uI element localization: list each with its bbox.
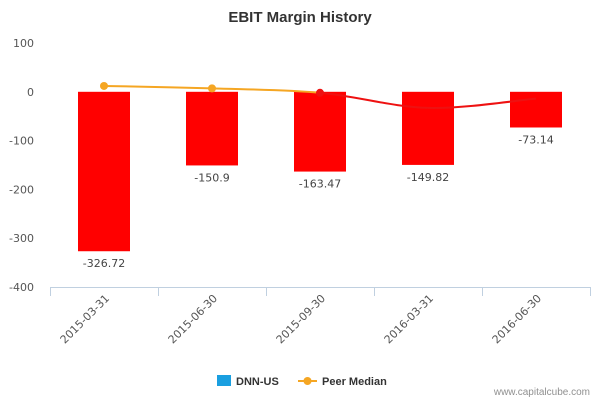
bar — [294, 91, 346, 172]
x-tick-label: 2015-09-30 — [274, 292, 328, 346]
peer-median-line-segment — [427, 97, 537, 109]
legend-item-dnn-us[interactable]: DNN-US — [217, 375, 279, 388]
bar — [78, 91, 130, 252]
bar — [510, 91, 562, 128]
data-label: -150.9 — [194, 171, 229, 184]
credit-text: www.capitalcube.com — [493, 387, 590, 398]
x-axis: 2015-03-31 2015-06-30 2015-09-30 2016-03-31… — [50, 287, 591, 346]
peer-median-point — [100, 81, 108, 90]
y-tick-label: -400 — [9, 281, 34, 294]
data-label: -73.14 — [518, 133, 553, 146]
y-tick-label: 0 — [27, 86, 34, 99]
chart-title: EBIT Margin History — [228, 9, 372, 26]
data-label: -326.72 — [83, 257, 125, 270]
peer-median-line-segment — [319, 91, 429, 109]
peer-median-line-segment — [211, 87, 321, 94]
y-axis-tick-labels: 100 0 -100 -200 -300 -400 — [9, 37, 34, 294]
bar — [402, 91, 454, 165]
bar — [186, 91, 238, 166]
peer-median-point — [316, 88, 324, 97]
data-label: -149.82 — [407, 171, 449, 184]
x-tick-label: 2015-06-30 — [166, 292, 220, 346]
y-tick-label: -200 — [9, 183, 34, 196]
legend-swatch-dnn-us — [217, 375, 231, 386]
data-label: -163.47 — [299, 178, 341, 191]
legend-label-peer-median: Peer Median — [322, 376, 387, 388]
x-tick-label: 2016-03-31 — [382, 292, 436, 346]
peer-median-series — [100, 81, 537, 109]
legend-swatch-dot-peer-median — [303, 377, 312, 385]
y-tick-label: -100 — [9, 135, 34, 148]
peer-median-line-segment — [103, 84, 213, 90]
x-tick-label: 2016-06-30 — [490, 292, 544, 346]
bar-series — [78, 91, 562, 252]
legend-item-peer-median[interactable]: Peer Median — [298, 376, 387, 388]
peer-median-point — [208, 84, 216, 93]
y-tick-label: 100 — [13, 37, 34, 50]
y-tick-label: -300 — [9, 232, 34, 245]
legend-label-dnn-us: DNN-US — [236, 376, 279, 388]
data-labels: -326.72 -150.9 -163.47 -149.82 -73.14 — [83, 133, 554, 270]
x-tick-label: 2015-03-31 — [58, 292, 112, 346]
legend[interactable]: DNN-US Peer Median — [217, 375, 387, 388]
